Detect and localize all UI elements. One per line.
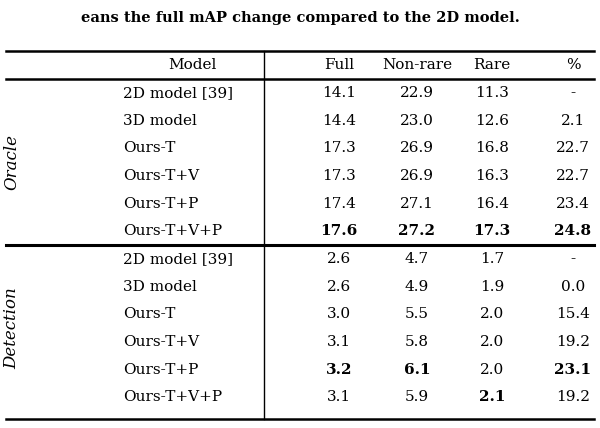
Text: 1.9: 1.9 bbox=[480, 279, 504, 294]
Text: Ours-T+V: Ours-T+V bbox=[123, 335, 199, 349]
Text: 16.4: 16.4 bbox=[475, 196, 509, 211]
Text: Ours-T+V+P: Ours-T+V+P bbox=[123, 390, 222, 404]
Text: 2.1: 2.1 bbox=[479, 390, 505, 404]
Text: Ours-T: Ours-T bbox=[123, 141, 175, 155]
Text: 24.8: 24.8 bbox=[554, 224, 592, 238]
Text: 15.4: 15.4 bbox=[556, 307, 590, 321]
Text: 3D model: 3D model bbox=[123, 279, 197, 294]
Text: 5.8: 5.8 bbox=[405, 335, 429, 349]
Text: 5.9: 5.9 bbox=[405, 390, 429, 404]
Text: -: - bbox=[571, 252, 575, 266]
Text: 16.8: 16.8 bbox=[475, 141, 509, 155]
Text: Model: Model bbox=[168, 58, 216, 72]
Text: Non-rare: Non-rare bbox=[382, 58, 452, 72]
Text: 2.0: 2.0 bbox=[480, 307, 504, 321]
Text: Oracle: Oracle bbox=[4, 134, 20, 190]
Text: 17.6: 17.6 bbox=[320, 224, 358, 238]
Text: 14.1: 14.1 bbox=[322, 86, 356, 100]
Text: 17.3: 17.3 bbox=[473, 224, 511, 238]
Text: 22.7: 22.7 bbox=[556, 141, 590, 155]
Text: 26.9: 26.9 bbox=[400, 141, 434, 155]
Text: 17.3: 17.3 bbox=[322, 169, 356, 183]
Text: 2.1: 2.1 bbox=[561, 113, 585, 128]
Text: 2.6: 2.6 bbox=[327, 252, 351, 266]
Text: 2.0: 2.0 bbox=[480, 335, 504, 349]
Text: 5.5: 5.5 bbox=[405, 307, 429, 321]
Text: 3.1: 3.1 bbox=[327, 390, 351, 404]
Text: Ours-T+P: Ours-T+P bbox=[123, 363, 199, 377]
Text: 14.4: 14.4 bbox=[322, 113, 356, 128]
Text: 17.3: 17.3 bbox=[322, 141, 356, 155]
Text: 4.7: 4.7 bbox=[405, 252, 429, 266]
Text: 0.0: 0.0 bbox=[561, 279, 585, 294]
Text: Ours-T+P: Ours-T+P bbox=[123, 196, 199, 211]
Text: 23.4: 23.4 bbox=[556, 196, 590, 211]
Text: -: - bbox=[571, 86, 575, 100]
Text: 22.9: 22.9 bbox=[400, 86, 434, 100]
Text: 19.2: 19.2 bbox=[556, 390, 590, 404]
Text: 19.2: 19.2 bbox=[556, 335, 590, 349]
Text: 2.0: 2.0 bbox=[480, 363, 504, 377]
Text: 17.4: 17.4 bbox=[322, 196, 356, 211]
Text: 2.6: 2.6 bbox=[327, 279, 351, 294]
Text: 12.6: 12.6 bbox=[475, 113, 509, 128]
Text: 23.0: 23.0 bbox=[400, 113, 434, 128]
Text: eans the full mAP change compared to the 2D model.: eans the full mAP change compared to the… bbox=[80, 11, 520, 25]
Text: 3.0: 3.0 bbox=[327, 307, 351, 321]
Text: 22.7: 22.7 bbox=[556, 169, 590, 183]
Text: 4.9: 4.9 bbox=[405, 279, 429, 294]
Text: 3.1: 3.1 bbox=[327, 335, 351, 349]
Text: Rare: Rare bbox=[473, 58, 511, 72]
Text: 1.7: 1.7 bbox=[480, 252, 504, 266]
Text: 16.3: 16.3 bbox=[475, 169, 509, 183]
Text: Ours-T+V+P: Ours-T+V+P bbox=[123, 224, 222, 238]
Text: 2D model [39]: 2D model [39] bbox=[123, 252, 233, 266]
Text: Full: Full bbox=[324, 58, 354, 72]
Text: 6.1: 6.1 bbox=[404, 363, 430, 377]
Text: 3.2: 3.2 bbox=[326, 363, 352, 377]
Text: 27.2: 27.2 bbox=[398, 224, 436, 238]
Text: 23.1: 23.1 bbox=[554, 363, 592, 377]
Text: %: % bbox=[566, 58, 580, 72]
Text: Ours-T+V: Ours-T+V bbox=[123, 169, 199, 183]
Text: Ours-T: Ours-T bbox=[123, 307, 175, 321]
Text: 11.3: 11.3 bbox=[475, 86, 509, 100]
Text: Detection: Detection bbox=[4, 287, 20, 369]
Text: 2D model [39]: 2D model [39] bbox=[123, 86, 233, 100]
Text: 27.1: 27.1 bbox=[400, 196, 434, 211]
Text: 26.9: 26.9 bbox=[400, 169, 434, 183]
Text: 3D model: 3D model bbox=[123, 113, 197, 128]
